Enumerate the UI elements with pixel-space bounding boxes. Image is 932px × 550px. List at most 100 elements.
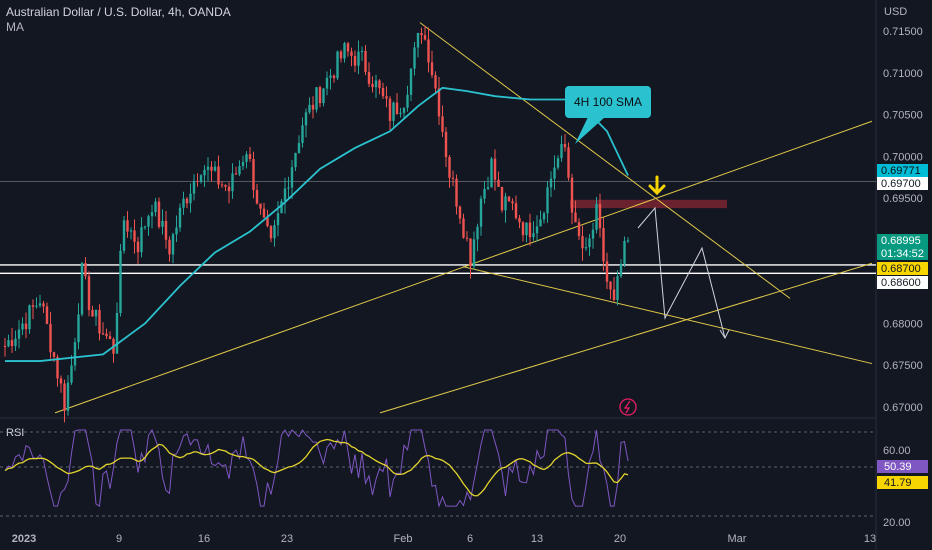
trend-line bbox=[54, 120, 873, 414]
candle-body bbox=[220, 184, 224, 186]
candle-body bbox=[437, 88, 441, 117]
candle-body bbox=[329, 75, 332, 78]
candle-body bbox=[595, 203, 598, 230]
candle-body bbox=[458, 206, 462, 219]
candle-body bbox=[63, 383, 66, 411]
y-tick-label: 0.68000 bbox=[883, 318, 923, 330]
candle-body bbox=[234, 173, 238, 175]
candle-body bbox=[304, 112, 308, 126]
x-tick-label: 13 bbox=[531, 533, 543, 545]
candle-body bbox=[395, 102, 399, 114]
candle-body bbox=[217, 166, 220, 185]
candle-body bbox=[444, 131, 448, 158]
candle-body bbox=[287, 187, 290, 189]
candle-body bbox=[430, 62, 434, 76]
y-tick-label: 0.70500 bbox=[883, 110, 923, 122]
candle-body bbox=[14, 338, 17, 347]
candle-body bbox=[49, 323, 52, 353]
candle-body bbox=[115, 313, 119, 354]
candle-body bbox=[427, 39, 430, 63]
candle-body bbox=[626, 240, 630, 242]
chart-title: Australian Dollar / U.S. Dollar, 4h, OAN… bbox=[6, 5, 231, 19]
candle-body bbox=[45, 306, 49, 324]
candle-body bbox=[213, 166, 217, 171]
rsi-value-text: 50.39 bbox=[884, 461, 912, 473]
candle-body bbox=[416, 32, 420, 48]
price-label-text: 0.68995 bbox=[881, 235, 921, 247]
candle-body bbox=[423, 35, 427, 40]
x-tick-label: 13 bbox=[864, 533, 876, 545]
candle-body bbox=[66, 382, 70, 411]
candle-body bbox=[378, 80, 381, 88]
candle-body bbox=[266, 217, 269, 227]
candle-body bbox=[532, 233, 535, 238]
candle-body bbox=[465, 237, 469, 239]
price-label-text: 0.69700 bbox=[881, 178, 921, 190]
annotation-pointer bbox=[575, 117, 605, 144]
candle-body bbox=[346, 43, 350, 52]
candle-body bbox=[245, 154, 248, 162]
candle-body bbox=[10, 340, 14, 347]
candle-body bbox=[521, 222, 525, 236]
candle-body bbox=[588, 238, 591, 248]
candle-body bbox=[290, 167, 294, 188]
candle-body bbox=[283, 188, 287, 202]
candle-body bbox=[126, 220, 129, 232]
candle-body bbox=[462, 218, 465, 238]
candle-body bbox=[556, 158, 560, 168]
candle-body bbox=[182, 198, 185, 208]
candle-body bbox=[94, 309, 98, 317]
candle-body bbox=[56, 356, 59, 379]
candle-body bbox=[451, 177, 455, 179]
candle-body bbox=[528, 222, 532, 238]
price-label-box bbox=[877, 276, 928, 289]
indicator-label: MA bbox=[6, 20, 24, 34]
candle-body bbox=[241, 161, 245, 167]
y-tick-label: 0.71500 bbox=[883, 26, 923, 38]
chart-header: Australian Dollar / U.S. Dollar, 4h, OAN… bbox=[6, 5, 231, 35]
rsi-ma-value-text: 41.79 bbox=[884, 477, 912, 489]
candle-body bbox=[483, 188, 486, 199]
rsi-ma-line bbox=[4, 438, 629, 497]
price-label-text: 0.68700 bbox=[881, 263, 921, 275]
candle-body bbox=[577, 222, 581, 237]
candle-body bbox=[353, 55, 357, 66]
candle-body bbox=[108, 336, 112, 339]
candle-body bbox=[549, 178, 553, 188]
rsi-tick-label: 60.00 bbox=[883, 445, 911, 457]
candle-body bbox=[189, 193, 192, 204]
price-label-box bbox=[877, 234, 928, 247]
candle-body bbox=[91, 310, 94, 317]
candle-body bbox=[143, 226, 147, 228]
candle-body bbox=[539, 219, 542, 227]
candle-body bbox=[255, 190, 259, 204]
candle-body bbox=[343, 43, 346, 59]
candle-body bbox=[157, 201, 161, 227]
candle-body bbox=[84, 263, 87, 277]
candle-body bbox=[518, 218, 521, 223]
lightning-bolt-icon bbox=[623, 400, 631, 414]
candle-body bbox=[203, 169, 206, 176]
candle-body bbox=[479, 198, 483, 227]
lightning-icon bbox=[619, 398, 637, 416]
candle-body bbox=[3, 346, 7, 348]
candle-body bbox=[297, 142, 301, 153]
candle-body bbox=[227, 186, 231, 192]
rsi-value-box bbox=[877, 460, 928, 473]
candle-body bbox=[31, 305, 35, 307]
candle-body bbox=[413, 47, 416, 69]
candle-body bbox=[273, 225, 276, 239]
price-label-text: 01:34:52 bbox=[881, 248, 924, 260]
candle-body bbox=[28, 305, 31, 330]
candle-body bbox=[339, 51, 343, 59]
x-tick-label: 6 bbox=[467, 533, 473, 545]
y-tick-label: 0.70000 bbox=[883, 151, 923, 163]
candle-body bbox=[591, 229, 595, 239]
candle-body bbox=[301, 125, 304, 143]
annotation-box bbox=[565, 86, 651, 118]
trend-line bbox=[419, 22, 791, 299]
candle-body bbox=[441, 116, 444, 132]
candle-body bbox=[605, 261, 609, 282]
candle-body bbox=[175, 227, 178, 235]
